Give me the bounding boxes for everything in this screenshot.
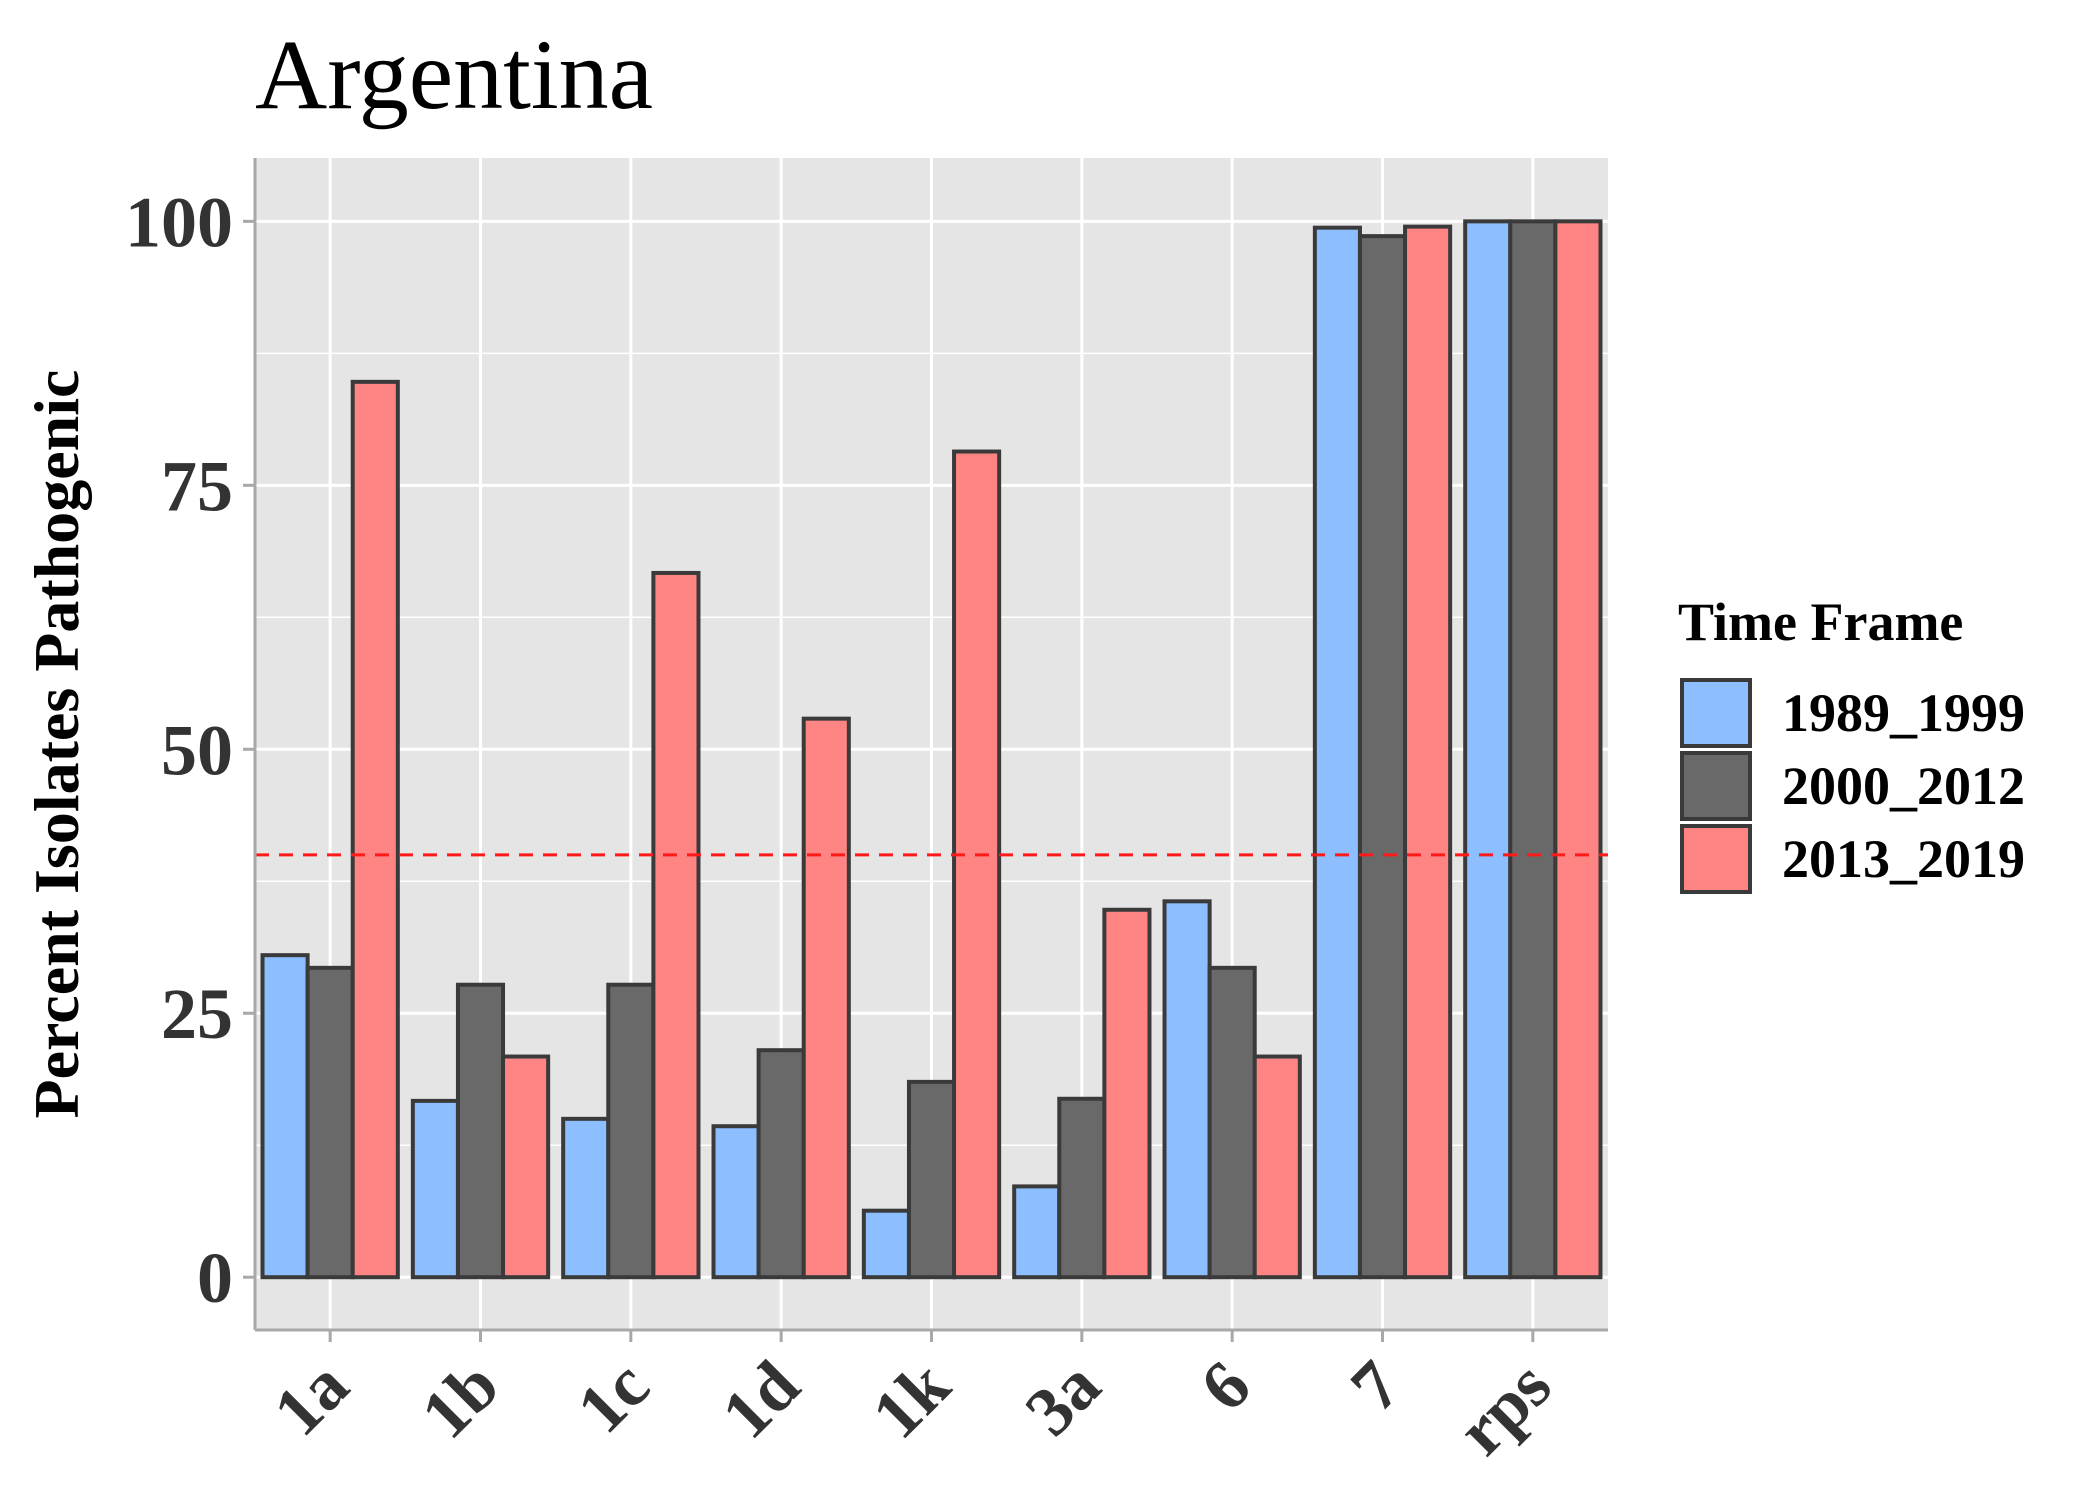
x-tick-label-1b: 1b — [407, 1347, 514, 1454]
x-tick-label-3a: 3a — [1011, 1347, 1115, 1451]
bar-7-2000_2012 — [1357, 234, 1408, 1280]
bar-1a-1989_1999 — [260, 953, 310, 1280]
bar-7-2013_2019 — [1403, 224, 1453, 1280]
bar-1a-2013_2019 — [350, 379, 400, 1280]
bar-1k-2000_2012 — [906, 1079, 957, 1280]
bar-rps-2000_2012 — [1508, 219, 1558, 1280]
legend-items: 1989_1999 2000_2012 2013_2019 — [1680, 678, 2025, 894]
bar-1d-2000_2012 — [756, 1048, 806, 1280]
legend-swatch-2000_2012 — [1680, 751, 1752, 821]
chart-title: Argentina — [255, 19, 653, 130]
y-axis-ticks: 0 25 50 75 100 — [125, 182, 255, 1318]
y-tick-label: 100 — [125, 182, 233, 262]
bar-1c-2000_2012 — [606, 982, 656, 1280]
x-tick-label-7: 7 — [1337, 1347, 1416, 1426]
bar-3a-1989_1999 — [1012, 1184, 1062, 1280]
bar-1c-1989_1999 — [561, 1116, 611, 1280]
y-tick-label: 25 — [161, 974, 233, 1054]
x-tick-label-1a: 1a — [260, 1347, 364, 1451]
bar-1k-2013_2019 — [952, 449, 1002, 1280]
x-axis-ticks: 1a 1b 1c 1d 1k 3a 6 7 rps — [260, 1330, 1566, 1470]
bars — [260, 219, 1603, 1280]
bar-3a-2013_2019 — [1102, 907, 1152, 1280]
bar-rps-1989_1999 — [1463, 219, 1513, 1280]
y-axis-label: Percent Isolates Pathogenic — [21, 370, 92, 1119]
bar-1a-2000_2012 — [305, 965, 355, 1280]
x-tick-label-rps: rps — [1443, 1347, 1566, 1470]
bar-6-1989_1999 — [1162, 899, 1212, 1280]
bar-rps-2013_2019 — [1553, 219, 1603, 1280]
bar-7-1989_1999 — [1312, 225, 1362, 1280]
legend-swatch-2013_2019 — [1680, 824, 1752, 894]
x-tick-label-1k: 1k — [858, 1347, 965, 1454]
legend-title: Time Frame — [1678, 592, 1963, 652]
legend-swatch-1989_1999 — [1680, 678, 1752, 748]
bar-1b-2013_2019 — [501, 1054, 551, 1280]
x-tick-label-6: 6 — [1186, 1347, 1265, 1426]
bar-3a-2000_2012 — [1057, 1096, 1107, 1280]
bar-1k-1989_1999 — [861, 1208, 911, 1280]
bar-1c-2013_2019 — [651, 570, 701, 1280]
bar-6-2013_2019 — [1252, 1054, 1302, 1280]
legend-label-1989_1999: 1989_1999 — [1782, 683, 2025, 743]
bar-1b-1989_1999 — [410, 1098, 460, 1280]
y-tick-label: 50 — [161, 710, 233, 790]
x-tick-label-1c: 1c — [563, 1347, 664, 1448]
legend-label-2000_2012: 2000_2012 — [1782, 756, 2025, 816]
bar-1d-2013_2019 — [801, 716, 851, 1280]
legend-label-2013_2019: 2013_2019 — [1782, 829, 2025, 889]
bar-1d-1989_1999 — [711, 1124, 761, 1280]
legend: Time Frame 1989_1999 2000_2012 2013_2019 — [1678, 592, 2025, 894]
x-tick-label-1d: 1d — [708, 1347, 815, 1454]
y-tick-label: 75 — [161, 446, 233, 526]
bar-6-2000_2012 — [1207, 965, 1257, 1280]
y-tick-label: 0 — [197, 1238, 233, 1318]
bar-1b-2000_2012 — [455, 982, 506, 1280]
